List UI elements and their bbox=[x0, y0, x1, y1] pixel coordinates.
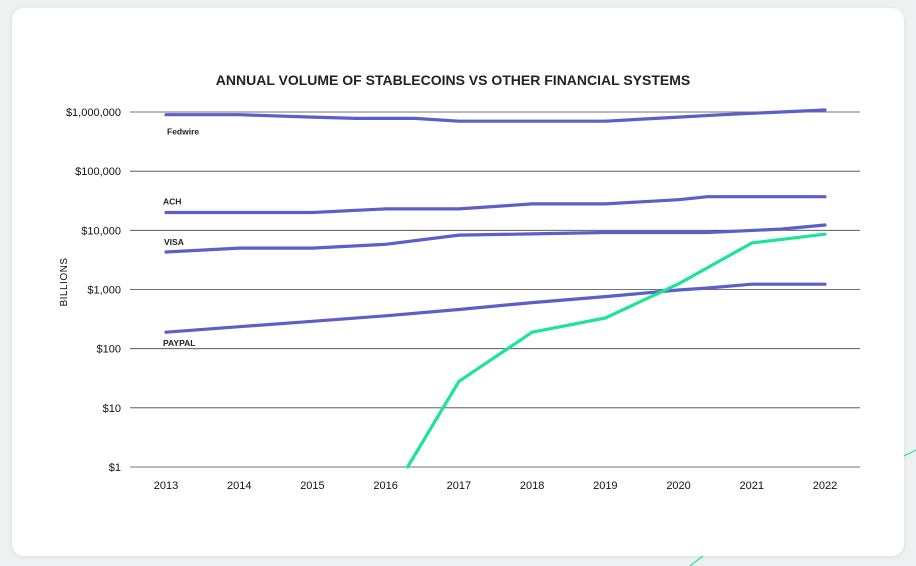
x-tick-labels: 2013 2014 2015 2016 2017 2018 2019 2020 2021 2022 bbox=[154, 480, 837, 492]
y-tick-label-4: $10,000 bbox=[81, 225, 121, 237]
series-line-ach bbox=[164, 195, 827, 215]
series-line-paypal bbox=[164, 282, 827, 334]
decorative-swoosh-right bbox=[903, 449, 916, 457]
x-tick-label-2013: 2013 bbox=[154, 480, 178, 492]
x-tick-label-2019: 2019 bbox=[593, 480, 617, 492]
series-label-ach: ACH bbox=[163, 197, 181, 207]
series-line-visa bbox=[164, 223, 827, 254]
y-tick-label-5: $100,000 bbox=[75, 166, 121, 178]
x-tick-label-2014: 2014 bbox=[227, 480, 251, 492]
y-axis-label: BILLIONS bbox=[59, 257, 70, 306]
decorative-swoosh-bottom bbox=[689, 555, 704, 566]
x-tick-label-2021: 2021 bbox=[740, 480, 764, 492]
y-tick-label-1: $10 bbox=[103, 403, 121, 415]
y-tick-label-0: $1 bbox=[109, 462, 121, 474]
series-label-paypal: PAYPAL bbox=[163, 338, 195, 348]
y-tick-labels: $1 $10 $100 $1,000 $10,000 $100,000 $1,000,000 bbox=[66, 107, 121, 474]
series-labels: Fedwire ACH VISA PAYPAL bbox=[163, 127, 199, 348]
series-label-fedwire: Fedwire bbox=[167, 127, 199, 137]
x-tick-label-2018: 2018 bbox=[520, 480, 544, 492]
series-lines bbox=[164, 108, 827, 469]
x-tick-label-2016: 2016 bbox=[373, 480, 397, 492]
y-tick-label-2: $100 bbox=[97, 344, 121, 356]
x-tick-label-2020: 2020 bbox=[666, 480, 690, 492]
x-tick-label-2022: 2022 bbox=[813, 480, 837, 492]
x-tick-label-2017: 2017 bbox=[447, 480, 471, 492]
x-tick-label-2015: 2015 bbox=[300, 480, 324, 492]
chart-card bbox=[12, 8, 904, 556]
y-tick-label-6: $1,000,000 bbox=[66, 107, 121, 119]
series-label-visa: VISA bbox=[164, 237, 184, 247]
chart-title: ANNUAL VOLUME OF STABLECOINS VS OTHER FI… bbox=[216, 72, 690, 88]
y-tick-label-3: $1,000 bbox=[87, 285, 121, 297]
series-line-fedwire bbox=[164, 108, 827, 123]
series-line-stablecoins bbox=[406, 232, 827, 469]
gridlines bbox=[130, 111, 860, 468]
